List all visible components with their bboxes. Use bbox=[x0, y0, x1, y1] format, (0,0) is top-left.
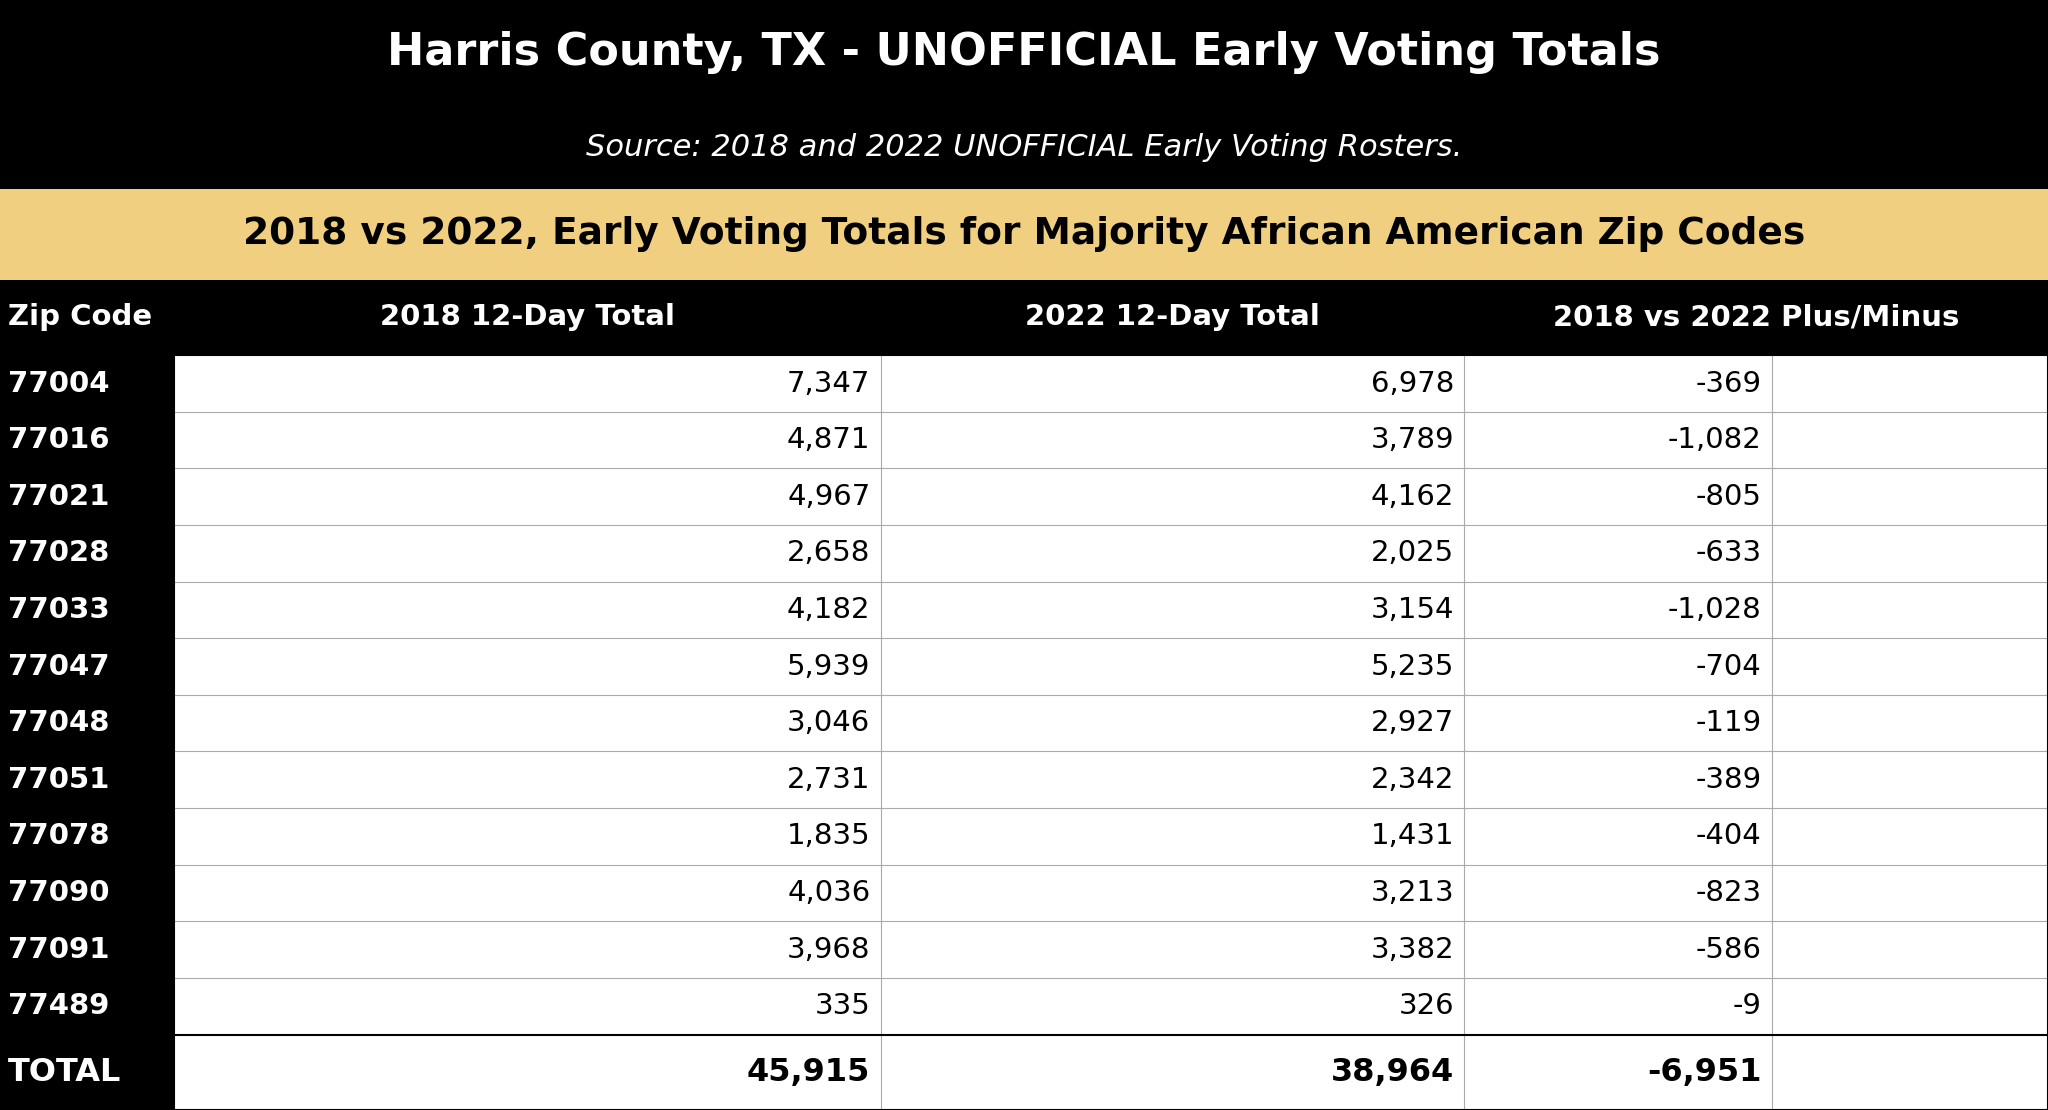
Text: 77489: 77489 bbox=[8, 992, 109, 1020]
Text: -15%: -15% bbox=[1956, 936, 2038, 963]
Text: 77090: 77090 bbox=[8, 879, 111, 907]
Text: 326: 326 bbox=[1399, 992, 1454, 1020]
Text: -24%: -24% bbox=[1956, 539, 2038, 567]
Text: -633: -633 bbox=[1696, 539, 1761, 567]
Text: 2,025: 2,025 bbox=[1370, 539, 1454, 567]
Text: 4,036: 4,036 bbox=[786, 879, 870, 907]
Text: 3,154: 3,154 bbox=[1370, 596, 1454, 624]
Text: 38,964: 38,964 bbox=[1331, 1057, 1454, 1088]
Text: 77004: 77004 bbox=[8, 370, 111, 397]
Text: -823: -823 bbox=[1696, 879, 1761, 907]
Bar bbox=[174, 355, 2048, 1035]
Text: 3,213: 3,213 bbox=[1370, 879, 1454, 907]
Text: 77021: 77021 bbox=[8, 483, 109, 511]
Text: -586: -586 bbox=[1696, 936, 1761, 963]
Text: Harris County, TX - UNOFFICIAL Early Voting Totals: Harris County, TX - UNOFFICIAL Early Vot… bbox=[387, 31, 1661, 74]
Text: -5%: -5% bbox=[1976, 370, 2038, 397]
Text: 2018 vs 2022 Plus/Minus: 2018 vs 2022 Plus/Minus bbox=[1552, 303, 1960, 332]
Text: 77033: 77033 bbox=[8, 596, 111, 624]
Text: -119: -119 bbox=[1696, 709, 1761, 737]
Text: 77051: 77051 bbox=[8, 766, 109, 794]
Text: 4,871: 4,871 bbox=[786, 426, 870, 454]
Text: 45,915: 45,915 bbox=[748, 1057, 870, 1088]
Text: 2,342: 2,342 bbox=[1370, 766, 1454, 794]
Text: 77078: 77078 bbox=[8, 823, 111, 850]
Text: TOTAL: TOTAL bbox=[8, 1057, 121, 1088]
Text: 5,939: 5,939 bbox=[786, 653, 870, 680]
Text: -805: -805 bbox=[1696, 483, 1761, 511]
Text: -404: -404 bbox=[1696, 823, 1761, 850]
Text: 4,182: 4,182 bbox=[786, 596, 870, 624]
Text: 4,967: 4,967 bbox=[786, 483, 870, 511]
Text: -14%: -14% bbox=[1956, 766, 2038, 794]
Text: 1,835: 1,835 bbox=[786, 823, 870, 850]
Text: 2022 12-Day Total: 2022 12-Day Total bbox=[1026, 303, 1319, 332]
Text: -1,082: -1,082 bbox=[1667, 426, 1761, 454]
Text: Zip Code: Zip Code bbox=[8, 303, 152, 332]
Text: -15%: -15% bbox=[1948, 1057, 2038, 1088]
Bar bbox=[0, 1035, 2048, 1110]
Text: -16%: -16% bbox=[1956, 483, 2038, 511]
Text: 2,731: 2,731 bbox=[786, 766, 870, 794]
Text: 2,927: 2,927 bbox=[1370, 709, 1454, 737]
Text: -1,028: -1,028 bbox=[1667, 596, 1761, 624]
Bar bbox=[174, 1035, 2048, 1110]
Text: 4,162: 4,162 bbox=[1370, 483, 1454, 511]
Text: 2018 vs 2022, Early Voting Totals for Majority African American Zip Codes: 2018 vs 2022, Early Voting Totals for Ma… bbox=[244, 216, 1804, 252]
Text: 77047: 77047 bbox=[8, 653, 111, 680]
Text: -389: -389 bbox=[1696, 766, 1761, 794]
Text: -704: -704 bbox=[1696, 653, 1761, 680]
Text: 77048: 77048 bbox=[8, 709, 109, 737]
Text: 7,347: 7,347 bbox=[786, 370, 870, 397]
Text: Source: 2018 and 2022 UNOFFICIAL Early Voting Rosters.: Source: 2018 and 2022 UNOFFICIAL Early V… bbox=[586, 132, 1462, 162]
Text: 6,978: 6,978 bbox=[1370, 370, 1454, 397]
Text: 2,658: 2,658 bbox=[786, 539, 870, 567]
Bar bbox=[0, 189, 2048, 280]
Text: -12%: -12% bbox=[1956, 653, 2038, 680]
Text: -369: -369 bbox=[1696, 370, 1761, 397]
Text: -22%: -22% bbox=[1956, 426, 2038, 454]
Text: 77016: 77016 bbox=[8, 426, 111, 454]
Text: -9: -9 bbox=[1733, 992, 1761, 1020]
Text: -20%: -20% bbox=[1956, 879, 2038, 907]
Text: 77091: 77091 bbox=[8, 936, 111, 963]
Text: 5,235: 5,235 bbox=[1370, 653, 1454, 680]
Text: 3,789: 3,789 bbox=[1370, 426, 1454, 454]
Bar bbox=[0, 280, 2048, 355]
Text: -4%: -4% bbox=[1976, 709, 2038, 737]
Text: -3%: -3% bbox=[1976, 992, 2038, 1020]
Text: 3,968: 3,968 bbox=[786, 936, 870, 963]
Text: -22%: -22% bbox=[1956, 823, 2038, 850]
Text: 77028: 77028 bbox=[8, 539, 109, 567]
Text: 1,431: 1,431 bbox=[1370, 823, 1454, 850]
Text: 335: 335 bbox=[815, 992, 870, 1020]
Text: 3,382: 3,382 bbox=[1370, 936, 1454, 963]
Text: 3,046: 3,046 bbox=[786, 709, 870, 737]
Text: 2018 12-Day Total: 2018 12-Day Total bbox=[379, 303, 676, 332]
Text: -6,951: -6,951 bbox=[1647, 1057, 1761, 1088]
Text: -25%: -25% bbox=[1956, 596, 2038, 624]
